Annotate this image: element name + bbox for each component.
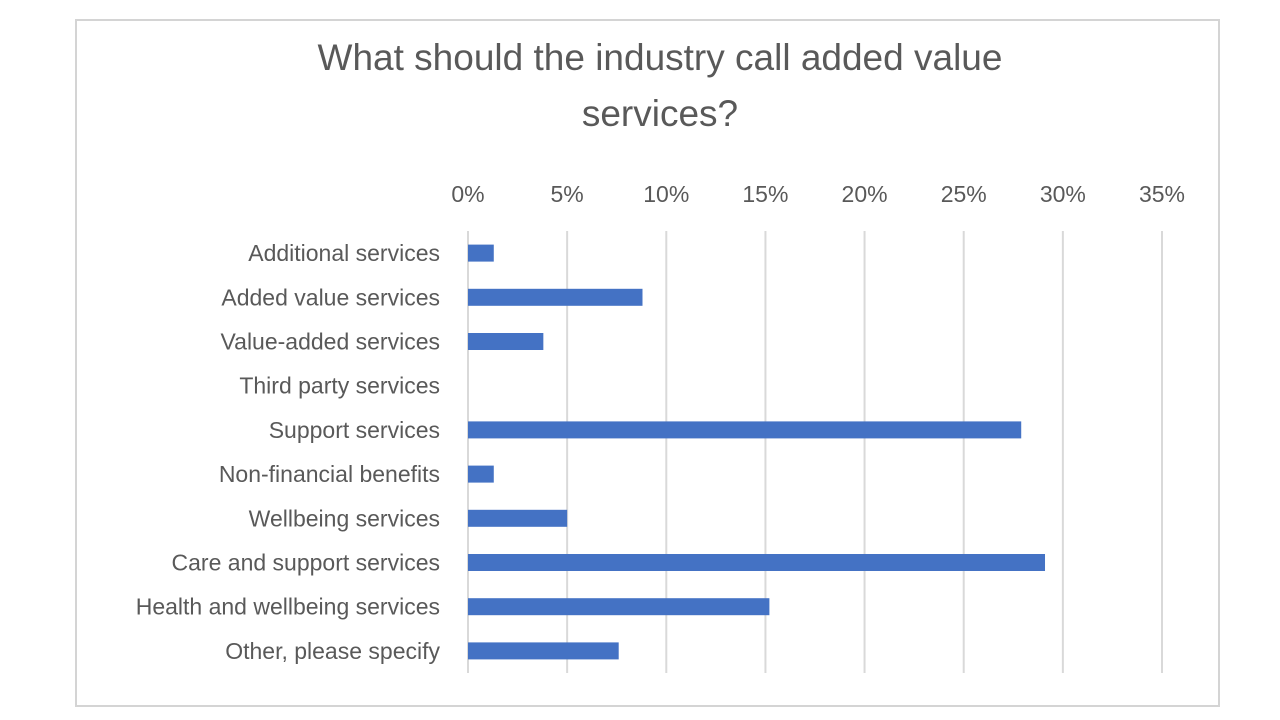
category-label: Wellbeing services — [249, 505, 440, 531]
bar — [468, 554, 1046, 571]
category-label: Value-added services — [221, 329, 440, 355]
x-tick-label: 10% — [643, 181, 689, 207]
x-tick-label: 35% — [1139, 181, 1185, 207]
x-tick-label: 15% — [742, 181, 788, 207]
bar — [468, 465, 494, 483]
x-tick-label: 0% — [451, 181, 484, 207]
x-tick-label: 5% — [551, 181, 584, 207]
bar — [468, 642, 619, 660]
category-label: Health and wellbeing services — [136, 594, 440, 620]
x-tick-label: 20% — [842, 181, 888, 207]
bar — [468, 333, 544, 350]
bar — [468, 598, 770, 616]
category-label: Support services — [269, 417, 440, 443]
x-tick-label: 25% — [941, 181, 987, 207]
chart-frame — [75, 19, 1220, 707]
chart-title-line-2: services? — [581, 93, 739, 134]
bar — [468, 288, 643, 306]
category-label: Additional services — [248, 240, 440, 266]
category-label: Non-financial benefits — [219, 461, 440, 487]
category-label: Added value services — [221, 284, 440, 310]
chart-title-line-1: What should the industry call added valu… — [317, 37, 1003, 78]
bar — [468, 509, 568, 527]
category-label: Care and support services — [172, 550, 440, 576]
x-tick-label: 30% — [1040, 181, 1086, 207]
category-label: Other, please specify — [225, 638, 440, 664]
category-label: Third party services — [239, 373, 440, 399]
bar — [468, 244, 494, 262]
bar — [468, 421, 1022, 439]
chart-title: What should the industry call added valu… — [0, 30, 1280, 142]
